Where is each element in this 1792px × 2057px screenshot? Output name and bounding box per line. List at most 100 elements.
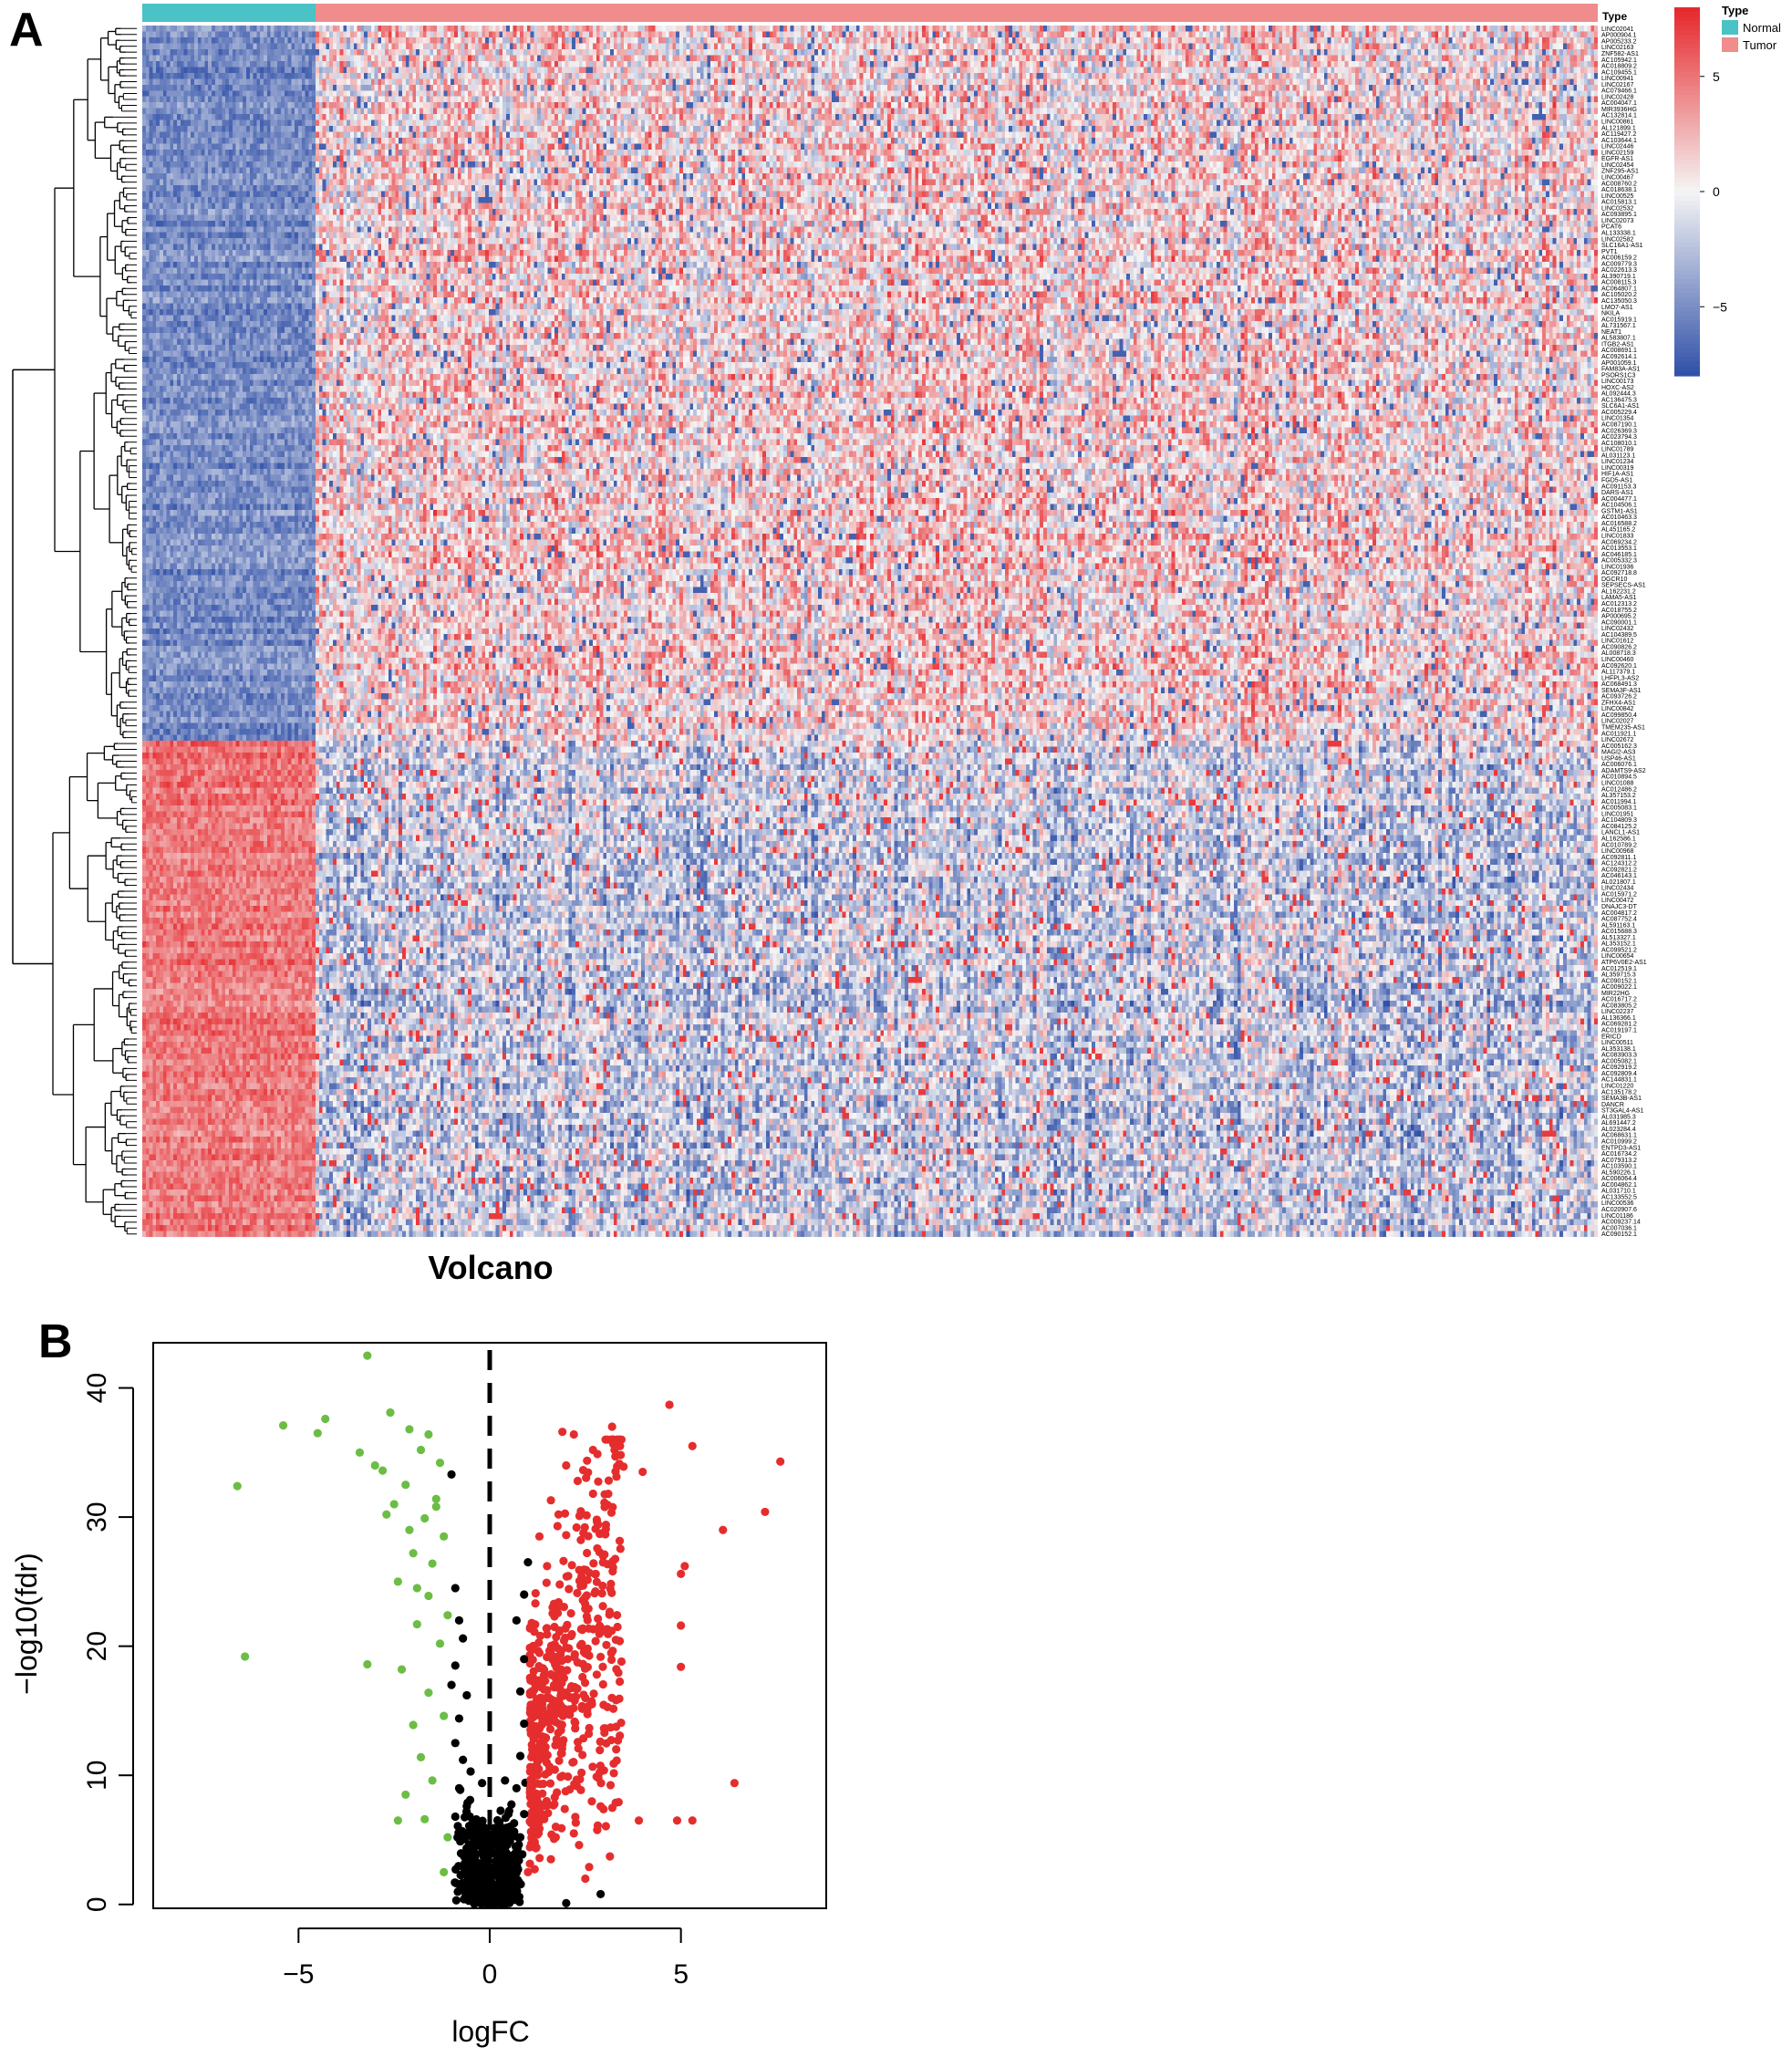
gene-label: AL353138.1 (1601, 1046, 1636, 1053)
volcano-point-up (609, 1769, 618, 1778)
volcano-point-up (543, 1624, 552, 1633)
volcano-point-ns (451, 1584, 460, 1593)
gene-label: AC016717.2 (1601, 997, 1637, 1003)
gene-label: TMEM235-AS1 (1601, 725, 1645, 732)
volcano-point-down (424, 1591, 433, 1601)
volcano-point-up (534, 1816, 544, 1825)
volcano-point-up (561, 1633, 570, 1642)
volcano-point-down (420, 1814, 430, 1823)
volcano-point-down (409, 1720, 418, 1730)
volcano-point-up (594, 1773, 603, 1782)
volcano-point-ns (495, 1899, 505, 1908)
volcano-point-up (581, 1593, 590, 1602)
volcano-point-up (551, 1823, 561, 1832)
volcano-point-up (523, 1867, 533, 1876)
gene-label: AC087752.4 (1601, 917, 1637, 923)
volcano-point-up (598, 1679, 607, 1689)
volcano-point-up (543, 1562, 552, 1571)
volcano-point-up (572, 1522, 581, 1532)
gene-label: AC005162.3 (1601, 743, 1637, 750)
volcano-point-up (588, 1489, 597, 1499)
gene-label: FGD5-AS1 (1601, 478, 1632, 484)
gene-label: NEAT1 (1601, 329, 1621, 336)
gene-label: AC015971.2 (1601, 891, 1637, 898)
volcano-point-up (610, 1554, 620, 1564)
volcano-point-up (588, 1445, 597, 1455)
volcano-point-up (607, 1693, 616, 1702)
volcano-point-up (601, 1822, 610, 1831)
gene-label: AC046143.1 (1601, 873, 1637, 879)
volcano-point-up (583, 1456, 592, 1465)
volcano-point-up (680, 1562, 689, 1571)
gene-label: MIR3936HG (1601, 107, 1637, 113)
gene-label: AL583807.1 (1601, 336, 1636, 342)
volcano-point-down (431, 1502, 440, 1512)
volcano-point-up (596, 1802, 606, 1811)
volcano-point-up (602, 1640, 611, 1649)
gene-label: LINC02434 (1601, 886, 1634, 892)
gene-label: LINC01088 (1601, 781, 1634, 787)
gene-label: USP46-AS1 (1601, 755, 1636, 762)
gene-label: AC084125.2 (1601, 824, 1637, 830)
volcano-point-up (543, 1630, 552, 1639)
volcano-point-up (614, 1668, 623, 1678)
gene-label: AC083805.2 (1601, 1003, 1637, 1009)
volcano-point-up (525, 1859, 534, 1868)
colorbar-tick-label: 0 (1713, 184, 1720, 199)
volcano-point-up (569, 1429, 578, 1439)
gene-label: AP005233.2 (1601, 38, 1637, 45)
volcano-point-ns (459, 1834, 468, 1844)
volcano-point-up (550, 1792, 559, 1802)
volcano-point-up (688, 1441, 697, 1450)
volcano-point-up (556, 1704, 565, 1713)
volcano-point-up (553, 1522, 562, 1531)
gene-label: AC015688.3 (1601, 929, 1637, 935)
volcano-point-up (596, 1529, 605, 1539)
volcano-point-up (527, 1842, 536, 1851)
gene-label: AC103590.1 (1601, 1164, 1637, 1170)
gene-label: LINC02159 (1601, 150, 1634, 156)
volcano-point-up (590, 1588, 599, 1598)
y-axis: 0 10 20 30 40 (82, 1373, 134, 1912)
volcano-point-up (584, 1532, 593, 1541)
gene-label: AC026369.3 (1601, 428, 1637, 434)
volcano-point-up (535, 1854, 544, 1863)
gene-label: AC079313.2 (1601, 1158, 1637, 1164)
volcano-point-ns (507, 1800, 516, 1809)
gene-label: AL008718.3 (1601, 650, 1636, 657)
gene-label: AC087190.1 (1601, 422, 1637, 429)
volcano-point-up (677, 1662, 686, 1671)
volcano-point-down (420, 1513, 430, 1523)
volcano-point-up (531, 1589, 540, 1598)
gene-label: AL117379.1 (1601, 670, 1635, 676)
y-tick-label: 40 (82, 1373, 112, 1403)
volcano-point-up (608, 1704, 618, 1713)
gene-label: AC092821.2 (1601, 867, 1637, 873)
volcano-point-down (278, 1420, 288, 1430)
volcano-point-up (575, 1565, 584, 1574)
gene-label: LINC00842 (1601, 706, 1634, 712)
expression-heatmap (142, 26, 1598, 1237)
panel-a-heatmap: A Type LINC02041AP000904.1AP005233.2LINC… (9, 4, 1781, 1238)
x-axis-label: logFC (451, 2015, 529, 2048)
volcano-point-ns (512, 1848, 521, 1857)
volcano-point-ns (505, 1822, 514, 1832)
volcano-point-ns (462, 1802, 471, 1811)
volcano-point-up (606, 1735, 616, 1745)
volcano-point-ns (454, 1783, 464, 1792)
volcano-point-up (615, 1636, 625, 1646)
volcano-point-up (558, 1428, 567, 1437)
gene-label: LINC00968 (1601, 848, 1634, 855)
gene-label: DANCR (1601, 1102, 1624, 1108)
volcano-point-ns (520, 1655, 529, 1664)
volcano-point-down (401, 1480, 410, 1490)
volcano-point-ns (503, 1810, 513, 1819)
volcano-point-up (580, 1664, 590, 1673)
gene-label: AC099521.2 (1601, 947, 1637, 953)
gene-label: LAMA5-AS1 (1601, 595, 1637, 601)
volcano-point-up (570, 1717, 579, 1726)
heatmap-cells (142, 26, 1598, 1237)
gene-label: AL133338.1 (1601, 230, 1636, 236)
volcano-point-up (575, 1512, 585, 1521)
gene-label: HOXC-AS2 (1601, 385, 1634, 391)
